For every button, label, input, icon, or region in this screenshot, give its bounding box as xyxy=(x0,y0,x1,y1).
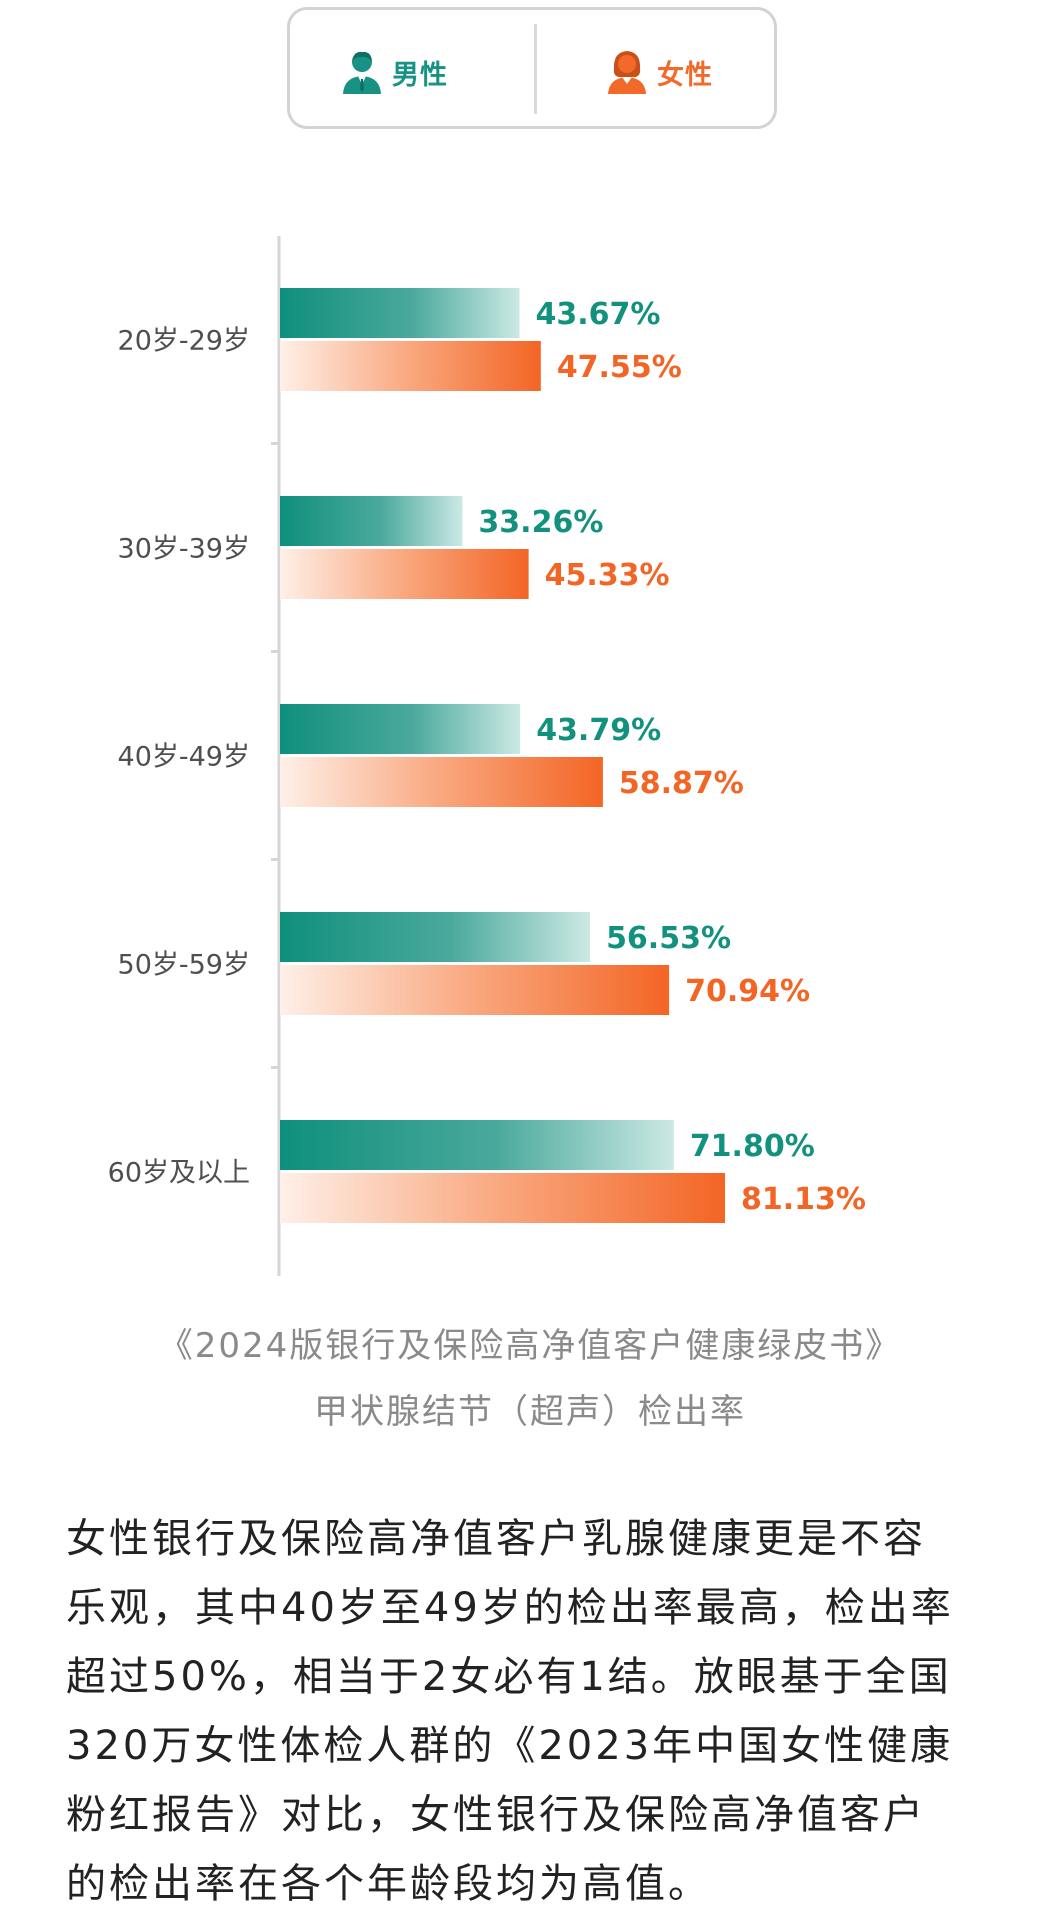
legend-label-male: 男性 xyxy=(392,59,448,91)
paragraph-line: 女性银行及保险高净值客户乳腺健康更是不容 xyxy=(66,1516,926,1562)
bar-female xyxy=(280,549,529,599)
data-label-male: 56.53% xyxy=(606,921,731,956)
bar-female xyxy=(280,1173,725,1223)
bar-female xyxy=(280,965,670,1015)
category-label: 60岁及以上 xyxy=(108,1158,250,1189)
category-label: 50岁-59岁 xyxy=(118,950,250,981)
woman-icon xyxy=(608,51,646,94)
paragraph-line: 乐观，其中40岁至49岁的检出率最高，检出率 xyxy=(66,1585,954,1631)
data-label-female: 45.33% xyxy=(545,558,670,593)
bar-chart: 20岁-29岁 43.67% 47.55% 30岁-39岁 33.26% 45.33% 40… xyxy=(108,236,866,1276)
data-label-male: 43.67% xyxy=(536,297,661,332)
legend-item-female: 女性 xyxy=(605,50,713,94)
bar-male xyxy=(280,496,463,546)
data-label-female: 81.13% xyxy=(741,1182,866,1217)
man-icon xyxy=(343,51,381,94)
paragraph-line: 粉红报告》对比，女性银行及保险高净值客户 xyxy=(66,1792,926,1838)
chart-title-caption: 甲状腺结节（超声）检出率 xyxy=(314,1392,746,1432)
bar-male xyxy=(280,704,521,754)
data-label-female: 70.94% xyxy=(685,974,810,1009)
data-label-male: 43.79% xyxy=(536,713,661,748)
category-label: 20岁-29岁 xyxy=(118,326,250,357)
bar-male xyxy=(280,1120,674,1170)
data-label-female: 58.87% xyxy=(619,766,744,801)
bar-female xyxy=(280,757,603,807)
paragraph-line: 的检出率在各个年龄段均为高值。 xyxy=(66,1861,711,1907)
chart-source-caption: 《2024版银行及保险高净值客户健康绿皮书》 xyxy=(158,1326,902,1366)
legend-divider xyxy=(534,24,537,114)
data-label-male: 33.26% xyxy=(478,505,603,540)
bar-chart-svg: 20岁-29岁 43.67% 47.55% 30岁-39岁 33.26% 45.33% 40… xyxy=(108,236,866,1276)
category-label: 30岁-39岁 xyxy=(118,534,250,565)
data-label-male: 71.80% xyxy=(690,1129,815,1164)
bar-male xyxy=(280,288,520,338)
legend-item-male: 男性 xyxy=(340,50,448,94)
paragraph-line: 超过50%，相当于2女必有1结。放眼基于全国 xyxy=(66,1654,952,1700)
body-paragraph: 女性银行及保险高净值客户乳腺健康更是不容 乐观，其中40岁至49岁的检出率最高，… xyxy=(66,1505,996,1919)
paragraph-line: 320万女性体检人群的《2023年中国女性健康 xyxy=(66,1723,954,1769)
bar-female xyxy=(280,341,541,391)
bar-male xyxy=(280,912,591,962)
legend-label-female: 女性 xyxy=(657,59,713,91)
data-label-female: 47.55% xyxy=(557,350,682,385)
chart-legend: 男性 女性 xyxy=(287,7,777,129)
category-label: 40岁-49岁 xyxy=(118,742,250,773)
